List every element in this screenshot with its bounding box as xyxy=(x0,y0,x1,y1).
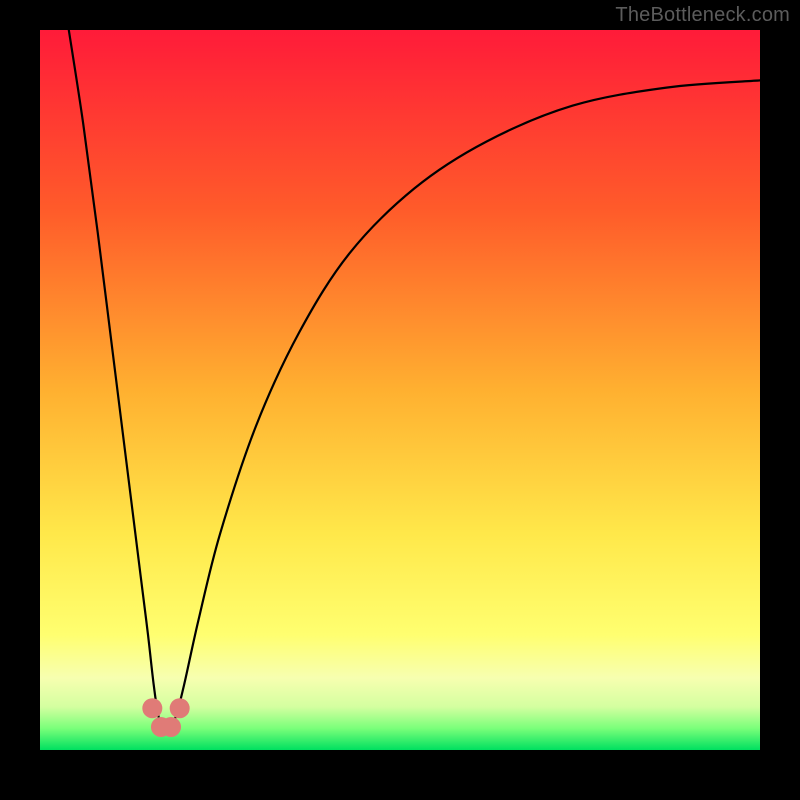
watermark-text: TheBottleneck.com xyxy=(615,4,790,27)
trough-marker xyxy=(161,717,181,737)
trough-marker xyxy=(170,698,190,718)
bottleneck-chart xyxy=(0,0,800,800)
figure-container: TheBottleneck.com xyxy=(0,0,800,800)
trough-marker xyxy=(142,698,162,718)
